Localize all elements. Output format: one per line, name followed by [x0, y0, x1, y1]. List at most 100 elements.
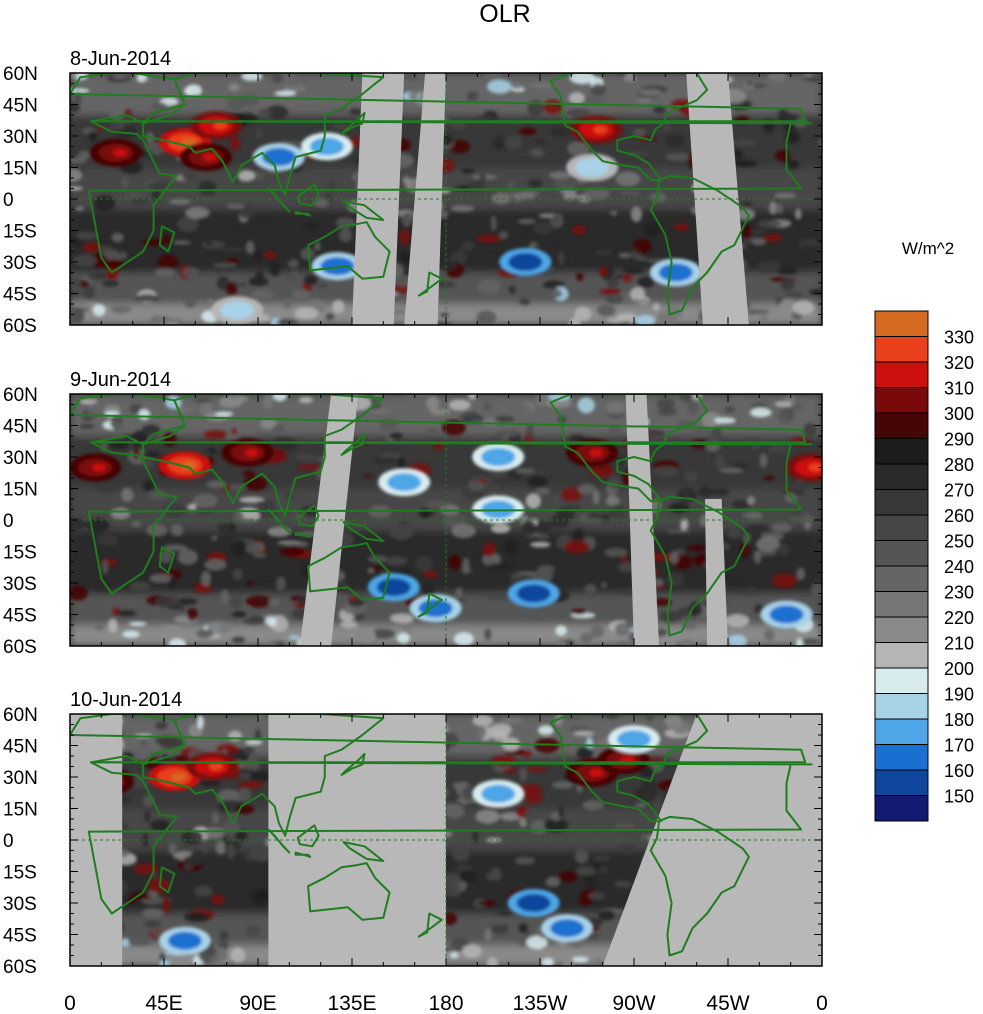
texture-blob — [128, 621, 147, 627]
continent-outline — [342, 841, 385, 862]
texture-blob — [546, 267, 556, 274]
y-tick-label: 15S — [3, 863, 37, 884]
colorbar-box — [874, 642, 929, 669]
texture-blob — [575, 866, 597, 876]
texture-blob — [638, 256, 647, 261]
texture-blob — [272, 394, 288, 402]
texture-blob — [272, 424, 285, 434]
texture-blob — [499, 812, 522, 821]
olr-feature — [508, 253, 543, 271]
texture-blob — [271, 437, 298, 452]
x-tick-label: 135W — [513, 992, 568, 1014]
texture-blob — [699, 514, 707, 527]
texture-blob — [216, 523, 237, 534]
texture-blob — [735, 208, 756, 221]
texture-blob — [102, 279, 119, 288]
texture-blob — [576, 272, 584, 281]
y-tick-label: 30N — [3, 127, 38, 148]
texture-blob — [110, 414, 123, 430]
texture-blob — [525, 493, 541, 509]
texture-blob — [777, 267, 798, 275]
texture-blob — [582, 800, 604, 811]
texture-blob — [818, 138, 822, 148]
texture-blob — [795, 638, 804, 646]
texture-blob — [571, 608, 587, 615]
texture-blob — [476, 310, 497, 325]
continent-outline — [267, 508, 291, 534]
texture-blob — [771, 450, 787, 458]
texture-blob — [367, 555, 388, 563]
texture-blob — [250, 890, 272, 905]
continent-outline — [342, 521, 385, 542]
texture-blob — [205, 237, 213, 246]
continent-outline — [87, 441, 813, 595]
texture-blob — [746, 309, 771, 314]
texture-blob — [427, 427, 439, 434]
texture-blob — [732, 138, 757, 147]
texture-blob — [800, 638, 820, 645]
y-tick-label: 60S — [3, 957, 37, 978]
texture-blob — [124, 193, 146, 198]
texture-blob — [502, 717, 523, 724]
texture-blob — [577, 397, 595, 414]
texture-blob — [241, 73, 263, 81]
texture-blob — [350, 628, 376, 642]
texture-blob — [370, 628, 396, 639]
texture-blob — [496, 911, 513, 916]
texture-blob — [415, 556, 433, 572]
texture-blob — [528, 179, 543, 188]
texture-blob — [406, 394, 431, 402]
texture-blob — [623, 267, 644, 274]
texture-blob — [659, 634, 677, 646]
texture-blob — [527, 423, 534, 438]
texture-blob — [519, 298, 531, 306]
texture-blob — [237, 94, 260, 107]
texture-blob — [783, 290, 805, 298]
texture-blob — [127, 936, 151, 946]
texture-blob — [755, 536, 781, 552]
texture-blob — [588, 931, 600, 940]
texture-blob — [226, 203, 245, 209]
texture-blob — [746, 80, 753, 85]
texture-blob — [753, 551, 762, 564]
texture-blob — [558, 871, 578, 883]
texture-blob — [144, 920, 162, 928]
texture-blob — [163, 233, 171, 245]
texture-blob — [598, 267, 609, 277]
texture-blob — [549, 171, 572, 179]
texture-blob — [149, 573, 174, 583]
colorbar: W/m^2 330 320 310 300 290 280 270 260 250 240 230 2… — [874, 239, 974, 822]
x-tick-label: 45E — [145, 992, 182, 1014]
y-tick-label: 45N — [3, 417, 38, 438]
colorbar-box — [874, 565, 929, 592]
texture-blob — [724, 406, 736, 413]
texture-blob — [239, 768, 255, 774]
texture-blob — [543, 99, 563, 115]
texture-blob — [265, 105, 289, 119]
y-tick-label: 30N — [3, 448, 38, 469]
texture-blob — [475, 809, 500, 824]
continent-outline — [294, 210, 312, 217]
texture-blob — [632, 238, 652, 254]
texture-blob — [129, 581, 151, 591]
texture-blob — [606, 276, 619, 289]
texture-blob — [652, 303, 660, 311]
texture-blob — [181, 829, 203, 846]
texture-blob — [468, 394, 477, 401]
continent-outline — [340, 111, 366, 135]
texture-blob — [514, 856, 536, 865]
olr-feature — [387, 473, 422, 492]
continent-outline — [549, 714, 709, 823]
texture-blob — [488, 252, 498, 258]
texture-blob — [605, 495, 621, 507]
colorbar-box — [874, 463, 929, 490]
texture-blob — [88, 131, 97, 142]
continent-outline — [87, 120, 813, 274]
texture-blob — [338, 228, 353, 242]
texture-blob — [111, 121, 125, 131]
texture-blob — [644, 224, 660, 237]
texture-blob — [681, 223, 689, 231]
texture-blob — [74, 496, 82, 505]
x-tick-label: 180 — [428, 992, 463, 1014]
texture-blob — [87, 270, 108, 281]
